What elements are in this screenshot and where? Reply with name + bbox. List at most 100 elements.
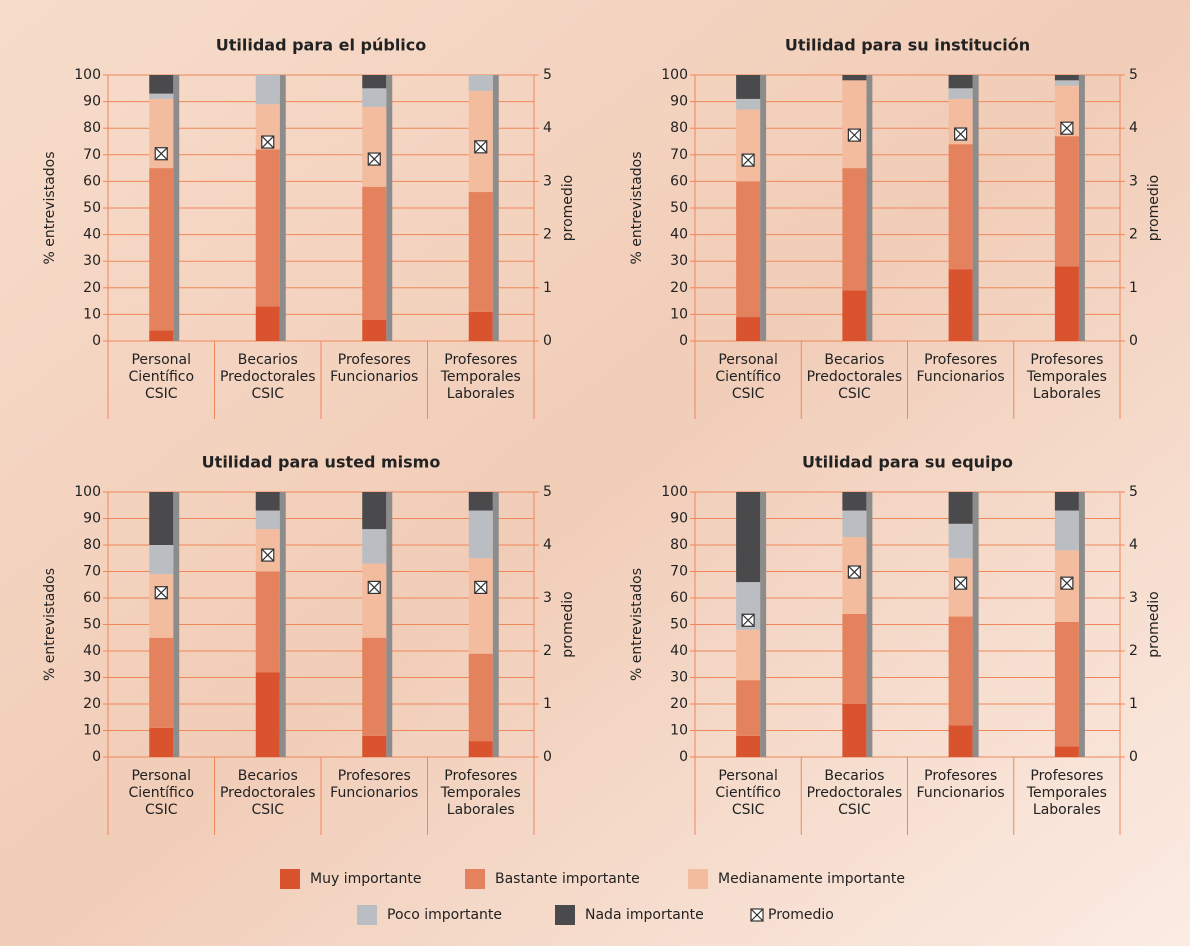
legend-swatch (465, 869, 485, 889)
marker-cross (954, 576, 968, 590)
bar-shadow (972, 492, 979, 757)
bar-segment (948, 492, 973, 524)
promedio-marker (261, 548, 275, 562)
y2-tick-label: 5 (1129, 67, 1138, 83)
y-tick-label: 10 (670, 306, 688, 322)
y2-tick-label: 5 (543, 484, 552, 500)
y-tick-label: 50 (83, 200, 101, 216)
y-tick-label: 20 (83, 696, 101, 712)
marker-cross (154, 586, 168, 600)
bar-segment (149, 330, 174, 341)
bar-segment (842, 168, 867, 291)
bar-segment (362, 735, 387, 757)
marker-cross (367, 580, 381, 594)
bar-segment (468, 75, 493, 91)
bar-segment (736, 109, 761, 182)
bar-segment (468, 653, 493, 742)
marker-cross (741, 613, 755, 627)
bar-segment (149, 545, 174, 575)
bar-segment (948, 144, 973, 270)
legend-label: Muy importante (310, 871, 421, 887)
x-tick-label: Profesores (924, 768, 997, 784)
x-tick-label: CSIC (145, 802, 178, 818)
bar-segment (255, 75, 280, 105)
y2-tick-label: 3 (543, 173, 552, 189)
y2-axis-label: promedio (560, 591, 576, 658)
bar-segment (468, 510, 493, 559)
x-tick-label: CSIC (145, 386, 178, 402)
promedio-marker (154, 586, 168, 600)
x-tick-label: Profesores (924, 352, 997, 368)
bar-segment (1054, 510, 1079, 551)
x-tick-label: Becarios (824, 768, 884, 784)
marker-cross (367, 152, 381, 166)
promedio-marker (847, 565, 861, 579)
y-tick-label: 40 (83, 227, 101, 243)
marker-cross (154, 147, 168, 161)
promedio-marker (954, 576, 968, 590)
bar-segment (362, 563, 387, 638)
y-tick-label: 90 (83, 511, 101, 527)
chart-title: Utilidad para el público (216, 36, 427, 55)
y2-axis-label: promedio (1146, 175, 1162, 242)
y-tick-label: 70 (670, 147, 688, 163)
x-tick-label: Becarios (824, 352, 884, 368)
y2-tick-label: 4 (1129, 120, 1138, 136)
bar-shadow (492, 492, 499, 757)
bar-segment (362, 75, 387, 89)
x-tick-label: Becarios (238, 768, 298, 784)
x-tick-label: Temporales (440, 369, 521, 385)
bar-segment (255, 571, 280, 673)
bar-segment (948, 523, 973, 559)
bar-segment (468, 311, 493, 341)
x-tick-label: Temporales (440, 785, 521, 801)
bar-segment (842, 613, 867, 704)
bar-segment (842, 290, 867, 341)
y2-tick-label: 2 (543, 643, 552, 659)
bar-segment (149, 75, 174, 94)
bar-shadow (1078, 492, 1085, 757)
bar-segment (255, 510, 280, 530)
y-tick-label: 20 (670, 280, 688, 296)
legend-swatch (280, 869, 300, 889)
y2-tick-label: 3 (1129, 173, 1138, 189)
x-tick-label: Predoctorales (220, 785, 316, 801)
bar-segment (149, 574, 174, 638)
y2-tick-label: 1 (1129, 280, 1138, 296)
x-tick-label: Personal (131, 768, 191, 784)
bar-segment (362, 637, 387, 736)
y-tick-label: 10 (83, 306, 101, 322)
bar-segment (842, 75, 867, 81)
y2-axis-label: promedio (560, 175, 576, 242)
bar-segment (255, 149, 280, 307)
bar-segment (468, 192, 493, 312)
x-tick-label: Becarios (238, 352, 298, 368)
y-tick-label: 50 (670, 200, 688, 216)
y-axis-label: % entrevistados (629, 568, 645, 681)
bar-shadow (386, 492, 393, 757)
y-tick-label: 80 (670, 120, 688, 136)
y-tick-label: 100 (74, 484, 101, 500)
promedio-marker (367, 152, 381, 166)
y-tick-label: 80 (670, 537, 688, 553)
x-tick-label: CSIC (732, 386, 765, 402)
y-tick-label: 100 (661, 484, 688, 500)
bar-segment (842, 510, 867, 538)
chart-title: Utilidad para su institución (785, 36, 1030, 55)
legend-label: Poco importante (387, 907, 502, 923)
bar-segment (362, 319, 387, 341)
y-tick-label: 30 (83, 253, 101, 269)
y2-tick-label: 1 (543, 280, 552, 296)
bar-segment (362, 88, 387, 107)
y2-tick-label: 4 (1129, 537, 1138, 553)
bar-shadow (173, 492, 180, 757)
promedio-marker (741, 613, 755, 627)
bar-segment (149, 93, 174, 99)
y2-tick-label: 5 (1129, 484, 1138, 500)
y-tick-label: 40 (83, 643, 101, 659)
promedio-marker (261, 135, 275, 149)
bar-segment (255, 306, 280, 341)
y2-tick-label: 1 (543, 696, 552, 712)
bar-shadow (866, 75, 873, 341)
y-tick-label: 0 (92, 333, 101, 349)
